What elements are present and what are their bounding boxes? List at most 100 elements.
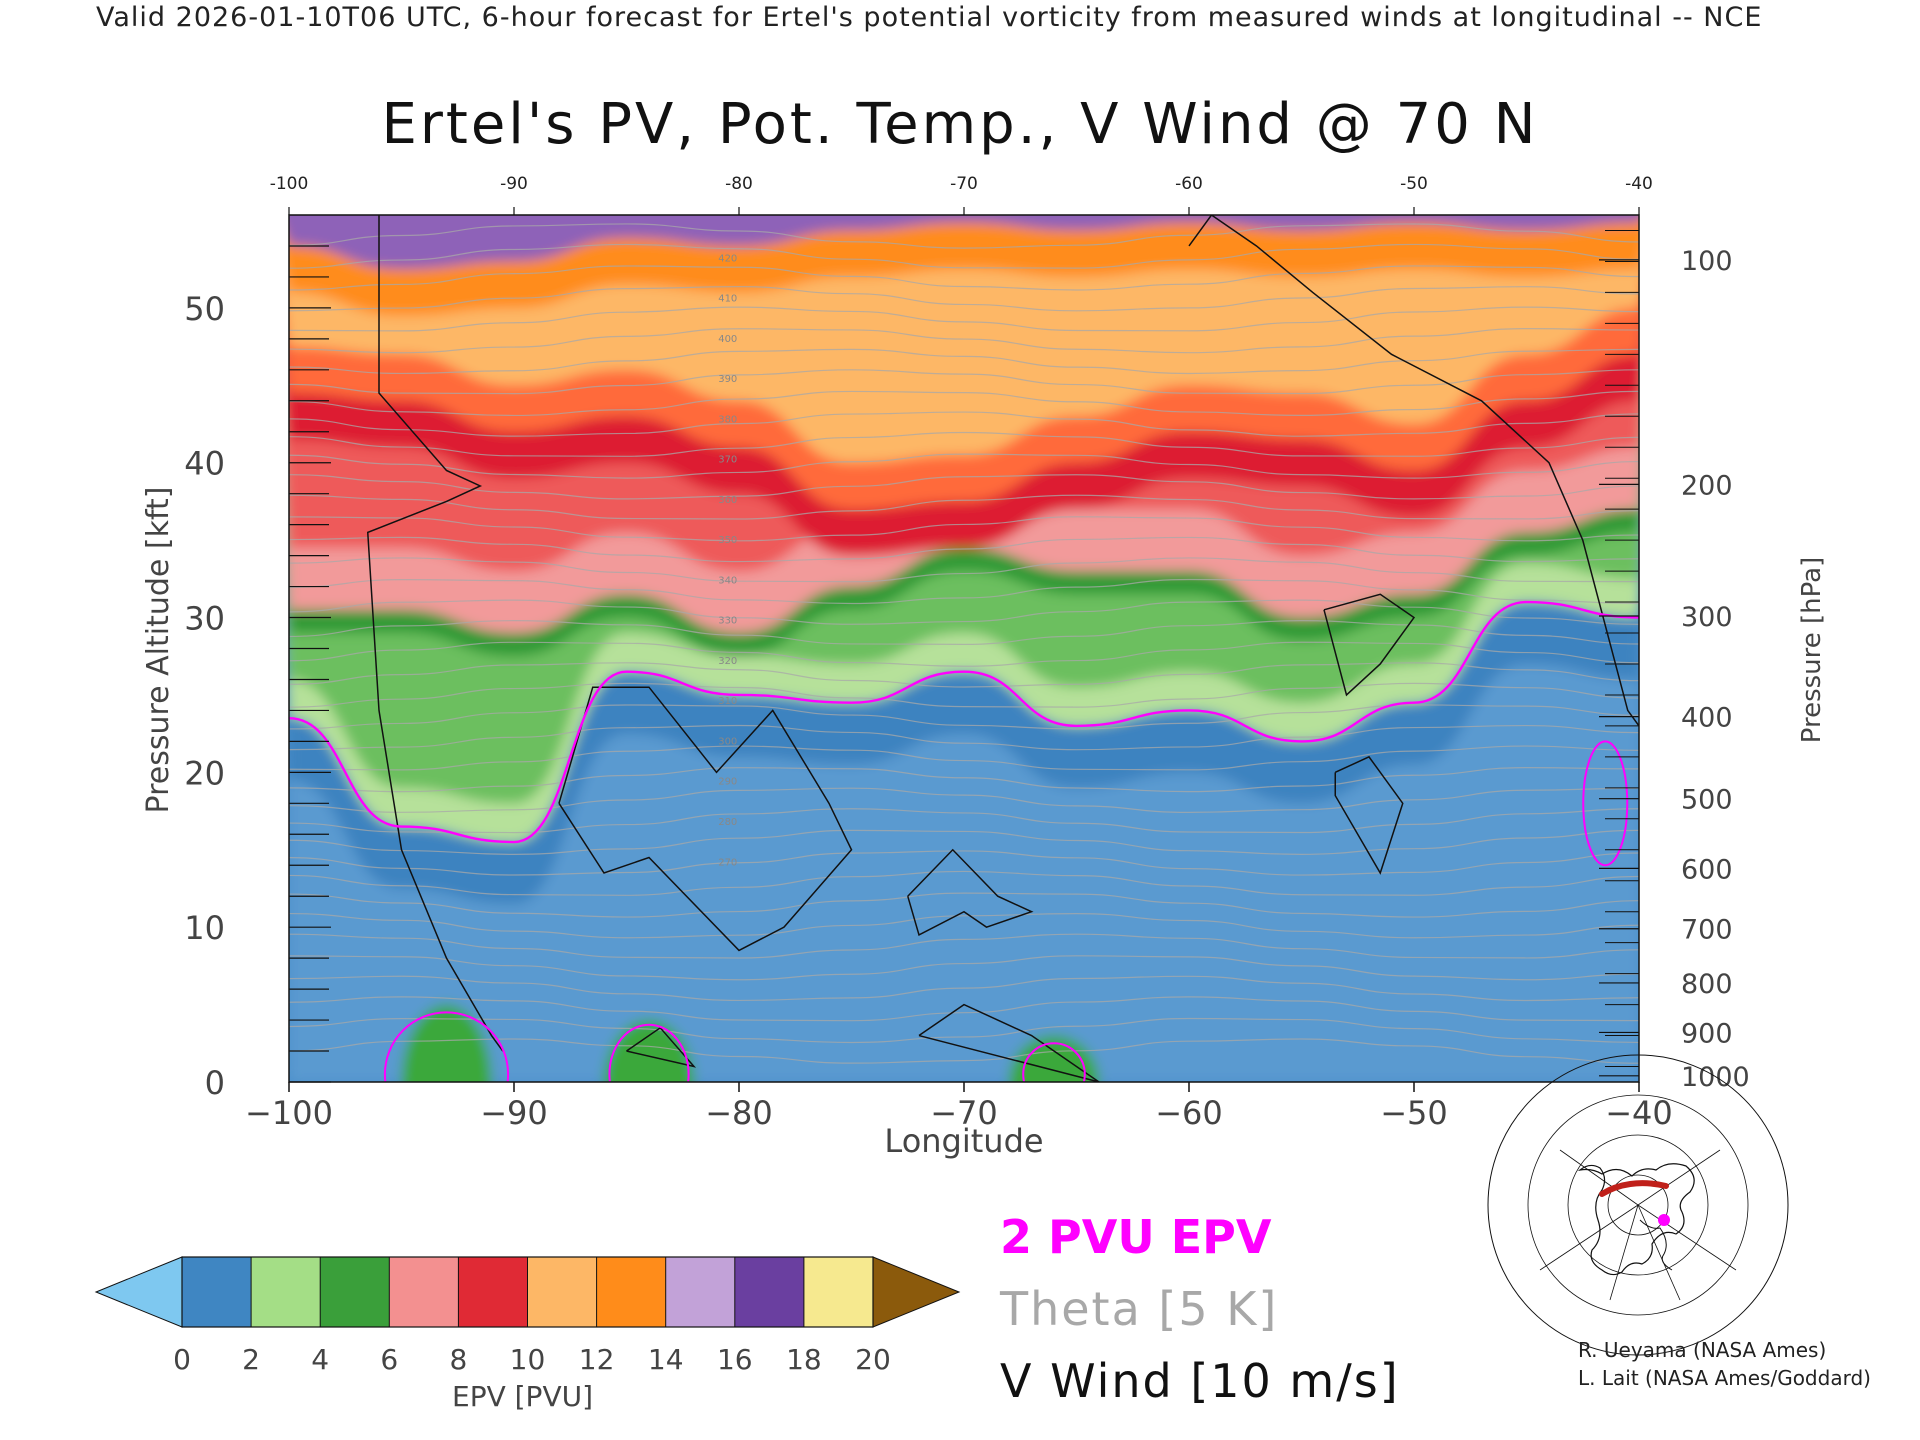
vwind-contour-5 — [1188, 215, 1639, 727]
colorbar-tick-label: 10 — [510, 1343, 546, 1376]
theta-contour-line — [289, 494, 1639, 520]
pressure-tick-label: 500 — [1681, 785, 1733, 816]
theta-contour-label: 360 — [718, 495, 737, 506]
vwind-contour-7 — [918, 1003, 1100, 1082]
theta-contour-line — [289, 808, 1639, 834]
credit-line-1: R. Ueyama (NASA Ames) — [1578, 1338, 1827, 1362]
colorbar-tick-label: 14 — [648, 1343, 684, 1376]
theta-contour-line — [289, 996, 1639, 1022]
surface-high-pv-1 — [604, 1020, 694, 1082]
colorbar-tick-label: 16 — [717, 1343, 753, 1376]
theta-contour-line — [289, 1017, 1639, 1044]
y-tick-label: 20 — [184, 754, 225, 792]
theta-contour-line — [289, 243, 1639, 269]
theta-contour-label: 410 — [718, 294, 737, 305]
x-top-tick-label: -90 — [500, 174, 528, 194]
x-tick-label: −60 — [1155, 1094, 1223, 1132]
legend-theta: Theta [5 K] — [1000, 1282, 1279, 1336]
pressure-tick-label: 900 — [1681, 1018, 1733, 1049]
theta-contour-line — [289, 474, 1639, 500]
pv2-contour-blob-3 — [1582, 740, 1629, 867]
x-axis-label: Longitude — [884, 1122, 1043, 1160]
x-top-tick-label: -70 — [950, 174, 978, 194]
theta-contour-label: 310 — [718, 696, 737, 707]
legend-vwind: V Wind [10 m/s] — [1000, 1354, 1400, 1408]
theta-contour-line — [289, 286, 1639, 312]
theta-contour-line — [289, 892, 1639, 918]
theta-contour-label: 380 — [718, 414, 737, 425]
colorbar-segment — [527, 1257, 598, 1327]
x-top-tick-label: -80 — [725, 174, 753, 194]
surface-high-pv-0 — [401, 1004, 492, 1082]
theta-contour-line — [289, 662, 1639, 688]
theta-contour-label: 270 — [718, 857, 737, 868]
theta-contour-label: 330 — [718, 616, 737, 627]
pressure-tick-label: 800 — [1681, 969, 1733, 1000]
pv2-contour-blob-2 — [1022, 1042, 1086, 1082]
x-tick-label: −70 — [930, 1094, 998, 1132]
colorbar-over-arrow — [872, 1256, 961, 1328]
colorbar-tick-label: 20 — [855, 1343, 891, 1376]
x-tick-label: −100 — [245, 1094, 333, 1132]
theta-contour-line — [289, 933, 1639, 959]
pressure-tick-label: 600 — [1681, 854, 1733, 885]
pv2-contour-blob-0 — [383, 1011, 510, 1082]
y-axis-label-right: Pressure [hPa] — [1797, 557, 1827, 744]
y-tick-label: 0 — [205, 1064, 225, 1102]
theta-contour-label: 340 — [718, 575, 737, 586]
colorbar-segment — [389, 1257, 459, 1327]
vwind-contour-4 — [1334, 755, 1404, 875]
theta-contour-label: 400 — [718, 334, 737, 345]
x-axis-bottom: −100 −90 −80 −70 −60 −50 −40 — [245, 1082, 1673, 1132]
colorbar-segment — [596, 1257, 667, 1327]
theta-contour-line — [289, 369, 1639, 395]
theta-contour-line — [289, 870, 1639, 896]
theta-contour-line — [289, 955, 1639, 981]
theta-contour-line — [289, 767, 1639, 793]
pressure-tick-label: 100 — [1681, 246, 1733, 277]
pressure-tick-label: 300 — [1681, 602, 1733, 633]
x-top-tick-label: -50 — [1400, 174, 1428, 194]
theta-contour-line — [289, 306, 1639, 332]
theta-contour-line — [289, 516, 1639, 542]
theta-contour-label: 300 — [718, 736, 737, 747]
theta-contour-line — [289, 704, 1639, 730]
theta-contour-line — [289, 829, 1639, 855]
vwind-contour-6 — [626, 1026, 697, 1068]
vwind-contour-3 — [1323, 593, 1416, 697]
y-axis-right: 100 200 300 400 500 600 700 800 900 1000 — [1599, 229, 1750, 1093]
x-top-tick-label: -40 — [1625, 174, 1653, 194]
theta-contour-line — [289, 599, 1639, 625]
y-tick-label: 30 — [184, 600, 225, 638]
x-tick-label: −90 — [480, 1094, 548, 1132]
x-axis-top: -100 -90 -80 -70 -60 -50 -40 — [270, 174, 1653, 215]
theta-contours: 420 410 400 390 380 370 360 350 340 330 320 310 300 2… — [289, 223, 1639, 1064]
theta-contour-line — [289, 745, 1639, 771]
theta-contour-line — [289, 536, 1639, 563]
colorbar-segment — [251, 1257, 321, 1327]
theta-contour-line — [289, 453, 1639, 479]
band-pv-13 — [289, 215, 1639, 316]
colorbar-tick-label: 6 — [380, 1343, 398, 1376]
y-tick-label: 40 — [184, 445, 225, 483]
theta-contour-label: 280 — [718, 817, 737, 828]
theta-contour-label: 290 — [718, 777, 737, 788]
theta-contour-line — [289, 620, 1639, 646]
theta-contour-line — [289, 223, 1639, 249]
colorbar-label: EPV [PVU] — [452, 1380, 594, 1413]
theta-contour-line — [289, 411, 1639, 437]
theta-contour-line — [289, 265, 1639, 291]
theta-contour-line — [289, 578, 1639, 605]
theta-contour-line — [289, 1038, 1639, 1064]
plot-area: 420 410 400 390 380 370 360 350 340 330 320 310 300 2… — [289, 215, 1639, 1082]
theta-contour-line — [289, 557, 1639, 583]
colorbar-under-arrow — [94, 1256, 183, 1328]
theta-contour-line — [289, 975, 1639, 1002]
theta-contour-line — [289, 850, 1639, 876]
x-tick-label: −50 — [1380, 1094, 1448, 1132]
theta-contour-line — [289, 348, 1639, 375]
pressure-tick-label: 400 — [1681, 703, 1733, 734]
y-axis-left: 0 10 20 30 40 50 — [184, 245, 331, 1102]
theta-contour-line — [289, 641, 1639, 667]
